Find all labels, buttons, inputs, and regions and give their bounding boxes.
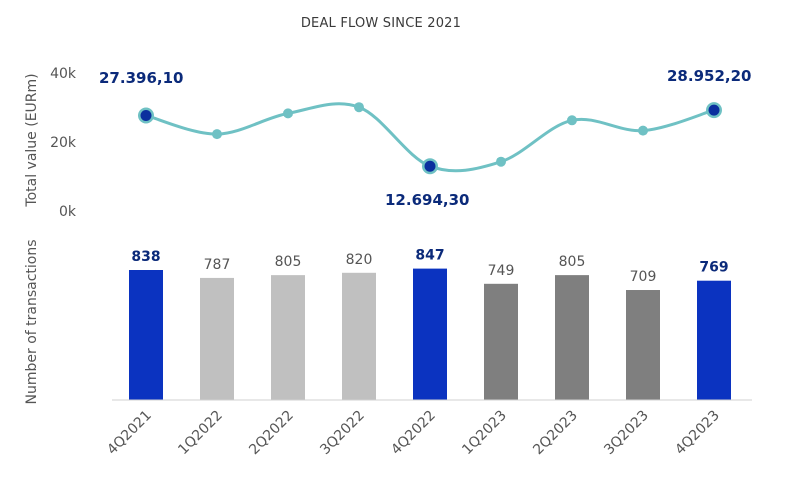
- y-tick-40k: 40k: [50, 66, 77, 82]
- bar-value-label-4q2022: 847: [415, 248, 444, 264]
- line-point-1q2022: [212, 129, 222, 140]
- category-label-2q2023: 2Q2023: [530, 408, 581, 459]
- category-label-3q2022: 3Q2022: [317, 408, 368, 459]
- bar-4q2021: [129, 270, 163, 400]
- bar-value-label-3q2023: 709: [630, 269, 657, 285]
- bar-4q2022: [413, 268, 447, 400]
- bar-value-label-2q2023: 805: [559, 254, 586, 270]
- bar-value-label-4q2021: 838: [131, 249, 160, 265]
- bar-4q2023: [697, 280, 731, 400]
- line-y-axis-label: Total value (EURm): [24, 73, 40, 207]
- bar-value-label-2q2022: 805: [275, 254, 302, 270]
- category-label-1q2023: 1Q2023: [459, 408, 510, 459]
- line-point-3q2023: [638, 125, 648, 136]
- category-label-2q2022: 2Q2022: [246, 408, 297, 459]
- line-point-2q2022: [283, 108, 293, 119]
- line-point-4q2021: [140, 109, 152, 121]
- category-label-4q2022: 4Q2022: [388, 408, 439, 459]
- bar-3q2023: [626, 290, 660, 400]
- line-point-3q2022: [354, 102, 364, 113]
- bar-value-label-1q2022: 787: [204, 257, 231, 273]
- bar-1q2022: [200, 277, 234, 400]
- bar-2q2022: [271, 275, 305, 400]
- line-point-4q2022: [424, 160, 436, 172]
- y-tick-20k: 20k: [50, 135, 77, 151]
- bar-value-label-3q2022: 820: [346, 252, 373, 268]
- category-label-4q2023: 4Q2023: [672, 408, 723, 459]
- line-point-1q2023: [496, 156, 506, 167]
- callout-4q2021: 27.396,10: [99, 69, 183, 87]
- bar-value-label-4q2023: 769: [699, 260, 728, 276]
- category-label-3q2023: 3Q2023: [601, 408, 652, 459]
- callout-4q2023: 28.952,20: [667, 67, 751, 85]
- callout-4q2022: 12.694,30: [385, 191, 469, 209]
- bar-y-axis-label: Number of transactions: [24, 239, 40, 404]
- line-point-2q2023: [567, 115, 577, 126]
- bar-series: [129, 268, 731, 400]
- bar-2q2023: [555, 275, 589, 400]
- bar-value-labels: 838 787 805 820 847 749 805 709 769: [131, 248, 728, 285]
- bar-1q2023: [484, 283, 518, 400]
- x-axis-categories: 4Q2021 1Q2022 2Q2022 3Q2022 4Q2022 1Q2023 2Q20…: [104, 408, 723, 459]
- category-label-4q2021: 4Q2021: [104, 408, 155, 459]
- chart-title: DEAL FLOW SINCE 2021: [301, 16, 461, 31]
- bar-3q2022: [342, 272, 376, 400]
- y-tick-0k: 0k: [59, 204, 77, 220]
- category-label-1q2022: 1Q2022: [175, 408, 226, 459]
- total-value-markers: [138, 102, 722, 175]
- bar-value-label-1q2023: 749: [488, 263, 515, 279]
- line-point-4q2023: [708, 104, 720, 116]
